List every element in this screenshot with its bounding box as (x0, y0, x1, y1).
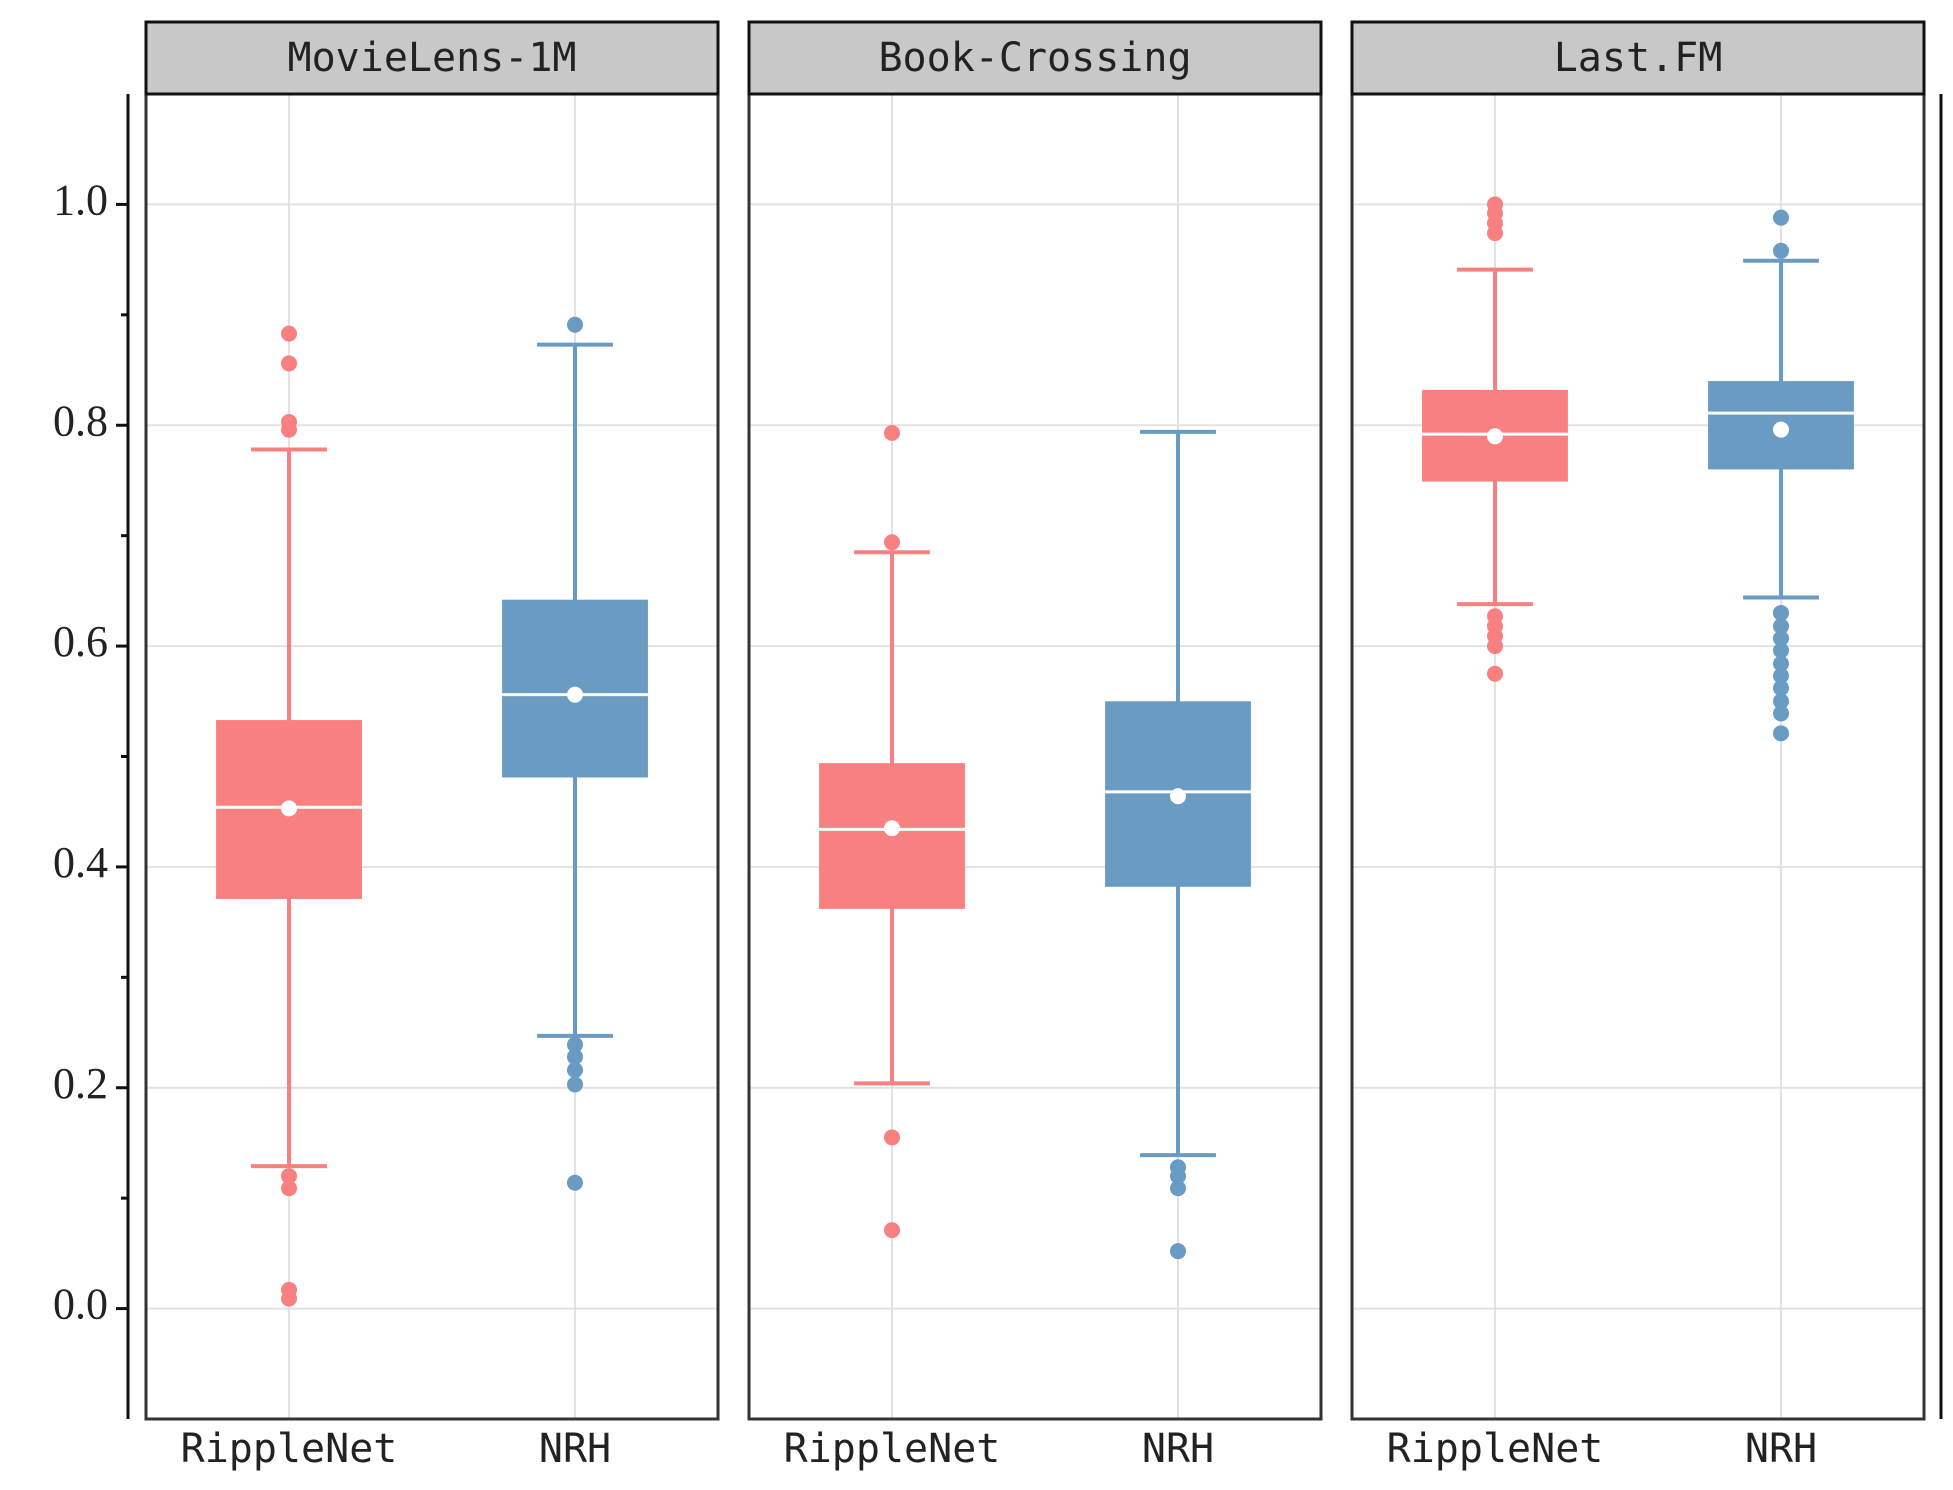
outlier (1170, 1243, 1186, 1260)
outlier (567, 1062, 583, 1079)
x-tick-label: RippleNet (181, 1426, 398, 1472)
outlier (567, 1174, 583, 1191)
outlier (567, 1036, 583, 1053)
outlier (1773, 693, 1789, 710)
outlier (884, 1222, 900, 1239)
strip-title: Book-Crossing (878, 35, 1191, 81)
outlier (1773, 618, 1789, 635)
y-tick-label: 0.2 (53, 1059, 108, 1108)
mean (567, 686, 583, 703)
outlier (1773, 209, 1789, 226)
x-tick-label: NRH (1142, 1426, 1214, 1472)
outlier (1773, 604, 1789, 621)
y-tick-label: 0.8 (53, 396, 108, 445)
outlier (884, 424, 900, 441)
strip (747, 20, 1323, 96)
y-tick-label: 0.4 (53, 838, 108, 887)
outlier (884, 1129, 900, 1146)
mean (1487, 428, 1503, 445)
outlier (1170, 1168, 1186, 1185)
outlier (567, 1048, 583, 1065)
outlier (1773, 725, 1789, 742)
strip (144, 20, 720, 96)
outlier (884, 534, 900, 551)
outlier (281, 1168, 297, 1185)
outlier (1773, 667, 1789, 684)
outlier (567, 316, 583, 333)
outlier (1487, 225, 1503, 242)
outlier (1773, 630, 1789, 647)
outlier (1773, 655, 1789, 672)
mean (1773, 421, 1789, 438)
x-tick-label: RippleNet (784, 1426, 1001, 1472)
x-tick-label: RippleNet (1387, 1426, 1604, 1472)
outlier (1487, 638, 1503, 655)
outlier (281, 325, 297, 342)
strip-title: MovieLens-1M (288, 35, 577, 81)
outlier (567, 1076, 583, 1093)
mean (1170, 788, 1186, 805)
y-tick-label: 0.0 (53, 1280, 108, 1329)
outlier (1773, 642, 1789, 659)
strip-title: Last.FM (1554, 35, 1723, 81)
outlier (281, 421, 297, 438)
outlier (1773, 705, 1789, 722)
y-tick-label: 1.0 (53, 176, 108, 225)
panel-background (1352, 94, 1924, 1419)
mean (884, 820, 900, 837)
x-tick-label: NRH (539, 1426, 611, 1472)
strip (1350, 20, 1926, 96)
mean (281, 800, 297, 817)
outlier (281, 1290, 297, 1307)
x-tick-label: NRH (1745, 1426, 1817, 1472)
outlier (1170, 1180, 1186, 1197)
outlier (281, 355, 297, 372)
y-tick-label: 0.6 (53, 617, 108, 666)
outlier (1773, 680, 1789, 697)
outlier (1773, 242, 1789, 259)
outlier (281, 1180, 297, 1197)
outlier (1487, 665, 1503, 682)
